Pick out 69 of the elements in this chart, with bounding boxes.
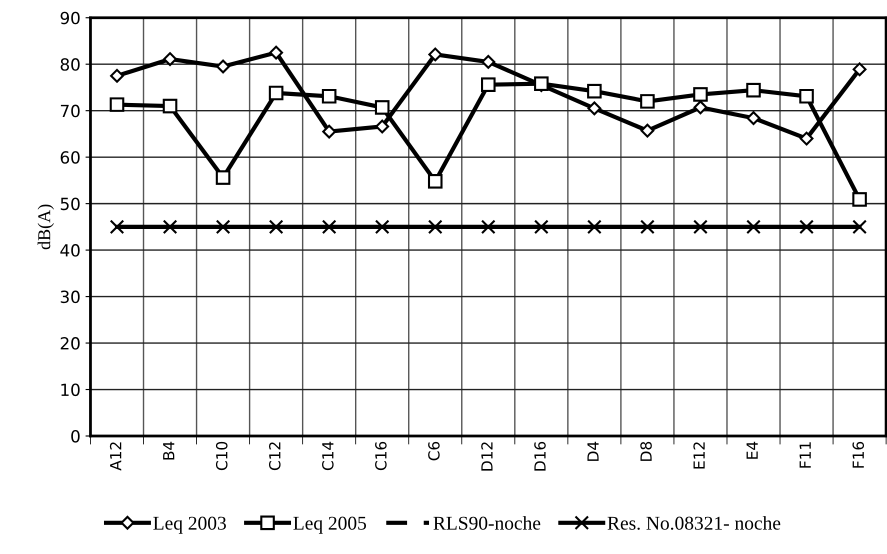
- point: [640, 94, 655, 109]
- point: [216, 60, 230, 74]
- y-axis-title: dB(A): [38, 204, 54, 250]
- point: [746, 220, 761, 234]
- point: [852, 220, 867, 234]
- legend-label: Leq 2005: [293, 516, 366, 534]
- y-tick-label: 10: [61, 383, 80, 396]
- point: [746, 111, 760, 126]
- legend-label: Leq 2003: [153, 516, 226, 534]
- x-tick-label: E12: [693, 442, 705, 468]
- point: [428, 174, 443, 189]
- point: [587, 220, 602, 234]
- point: [268, 220, 284, 234]
- legend-label: RLS90-noche: [433, 516, 540, 530]
- point: [852, 192, 867, 207]
- point: [375, 120, 390, 134]
- point: [216, 170, 230, 185]
- x-tick-label: C12: [269, 442, 281, 470]
- y-tick-label: 40: [60, 244, 80, 257]
- x-tick-label: C16: [375, 442, 387, 470]
- point: [322, 124, 336, 139]
- point: [640, 220, 655, 234]
- x-tick-label: F11: [800, 442, 811, 468]
- y-tick-label: 80: [60, 58, 80, 71]
- y-tick-label: 50: [60, 198, 80, 210]
- point: [693, 87, 708, 102]
- x-tick-label: D16: [534, 442, 546, 471]
- point: [322, 220, 336, 234]
- y-tick-label: 70: [60, 104, 80, 118]
- x-tick-label: E4: [746, 442, 758, 459]
- point: [640, 124, 654, 138]
- point: [693, 220, 708, 234]
- x-tick-label: B4: [163, 442, 174, 460]
- point: [110, 220, 124, 234]
- point: [110, 97, 124, 112]
- y-tick-label: 20: [60, 337, 80, 350]
- point: [852, 62, 867, 76]
- point: [322, 88, 336, 104]
- point: [746, 82, 761, 98]
- y-tick-label: 30: [60, 290, 80, 304]
- point: [162, 98, 178, 114]
- point: [587, 101, 602, 116]
- point: [374, 100, 390, 115]
- x-tick-label: C6: [428, 442, 440, 460]
- x-tick-label: D12: [481, 442, 493, 471]
- x-tick-label: F16: [852, 442, 864, 468]
- legend-label: Res. No.08321- noche: [608, 516, 780, 530]
- y-tick-label: 90: [60, 12, 80, 24]
- y-tick-label: 0: [71, 430, 80, 443]
- x-tick-label: D8: [640, 442, 652, 461]
- point: [799, 88, 814, 104]
- x-tick-label: C10: [216, 442, 228, 470]
- point: [216, 220, 230, 234]
- point: [800, 132, 814, 146]
- point: [587, 84, 602, 98]
- point: [481, 220, 496, 234]
- point: [428, 220, 443, 234]
- point: [481, 54, 496, 69]
- x-tick-label: C14: [322, 442, 334, 470]
- y-tick-label: 60: [60, 151, 80, 164]
- point: [799, 220, 814, 234]
- x-tick-label: A12: [110, 442, 122, 471]
- point: [268, 86, 284, 100]
- point: [162, 220, 178, 234]
- x-tick-label: D4: [587, 442, 599, 461]
- point: [374, 220, 390, 234]
- point: [534, 220, 549, 234]
- point: [481, 77, 496, 92]
- point: [110, 68, 124, 83]
